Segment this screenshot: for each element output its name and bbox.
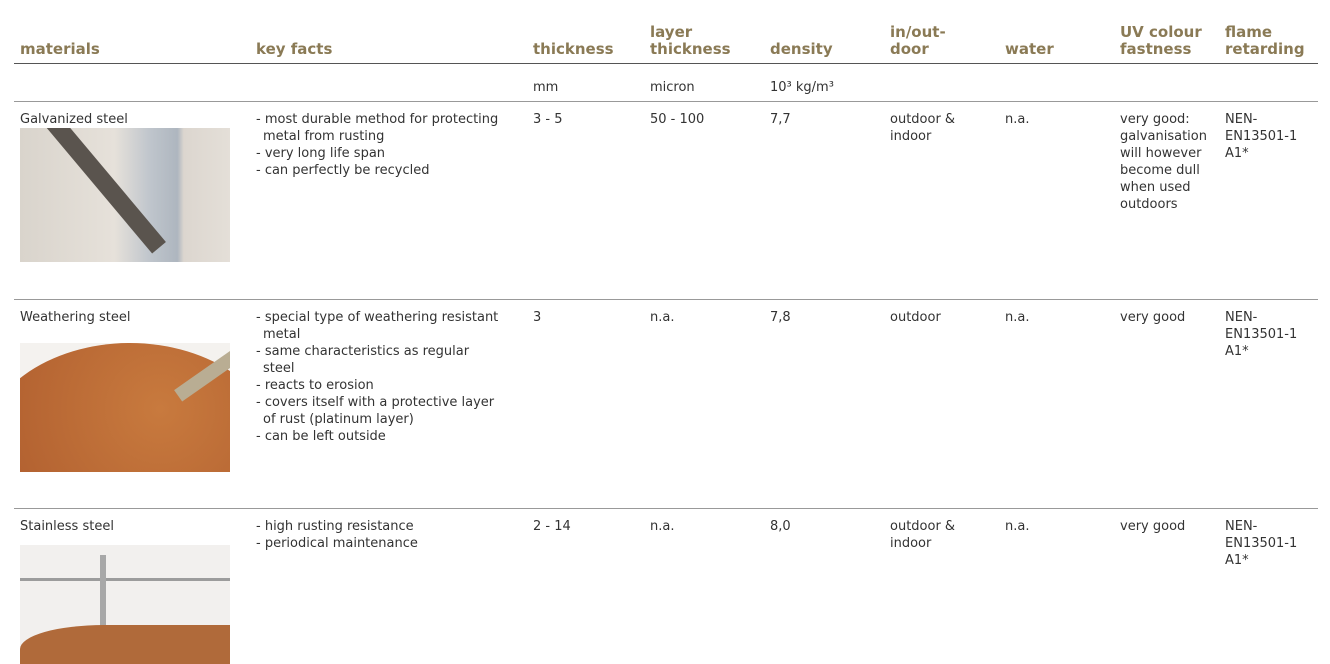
water: n.a. [1005,519,1030,534]
header-line: layer [650,23,693,41]
density: 7,7 [770,112,791,127]
layer-thickness: n.a. [650,519,675,534]
uv-colour-fastness: very good [1120,310,1186,325]
thickness: 3 - 5 [533,112,563,127]
photo-galvanized [20,128,230,262]
header-line: UV colour [1120,23,1202,41]
key-fact: - same characteristics as regular steel [256,344,470,376]
header-line: water [1005,40,1054,58]
flame-retarding: NEN-EN13501-1 A1* [1225,310,1298,359]
photo-stainless [20,545,230,664]
unit: mm [533,80,559,95]
water: n.a. [1005,310,1030,325]
key-fact: - covers itself with a protective layer … [256,395,495,427]
in-out-door: outdoor [890,310,941,325]
photo-detail [20,343,230,472]
header-line: materials [20,40,100,58]
density: 7,8 [770,310,791,325]
photo-detail [20,578,230,581]
header-line: fastness [1120,40,1192,58]
flame-retarding: NEN-EN13501-1 A1* [1225,112,1298,161]
key-fact: - reacts to erosion [256,378,374,393]
key-fact: - can be left outside [256,429,386,444]
key-facts: - special type of weathering resistant m… [256,309,504,445]
photo-detail [100,555,106,664]
column-header: UV colour fastness [1120,6,1236,58]
key-fact: - can perfectly be recycled [256,163,430,178]
photo-detail [30,128,166,254]
in-out-door: outdoor & indoor [890,112,956,144]
photo-weathering [20,343,230,472]
column-header: materials [20,6,260,58]
row-rule [14,508,1318,509]
key-facts: - high rusting resistance - periodical ma… [256,518,504,552]
photo-detail [20,625,230,664]
column-header: layer thickness [650,6,785,58]
column-header: in/out-door [890,6,1020,58]
uv-colour-fastness: very good: galvanisa­tion will however b… [1120,112,1207,212]
key-fact: - special type of weathering resistant m… [256,310,499,342]
header-line: key facts [256,40,333,58]
key-fact: - very long life span [256,146,386,161]
flame-retarding: NEN-EN13501-1 A1* [1225,519,1298,568]
in-out-door: outdoor & indoor [890,519,956,551]
unit: 10³ kg/m³ [770,80,834,95]
key-fact: - most durable method for protecting met… [256,112,499,144]
units-rule [14,101,1318,102]
header-line: thickness [533,40,614,58]
header-rule [14,63,1318,64]
layer-thickness: 50 - 100 [650,112,705,127]
column-header: flame retarding [1225,6,1319,58]
column-header: key facts [256,6,524,58]
column-header: density [770,6,905,58]
header-line: density [770,40,833,58]
key-fact: - periodical maintenance [256,536,418,551]
material: Stainless steel [20,519,114,534]
header-line: flame [1225,23,1273,41]
thickness: 3 [533,310,542,325]
header-line: retarding [1225,40,1305,58]
key-facts: - most durable method for protecting met… [256,111,504,179]
unit: micron [650,80,695,95]
material: Weathering steel [20,310,131,325]
uv-colour-fastness: very good [1120,519,1186,534]
header-line: in/out- [890,23,946,41]
row-rule [14,299,1318,300]
key-fact: - high rusting resistance [256,519,414,534]
column-header: water [1005,6,1135,58]
layer-thickness: n.a. [650,310,675,325]
header-line: door [890,40,929,58]
water: n.a. [1005,112,1030,127]
column-header: thickness [533,6,663,58]
material: Galvanized steel [20,112,128,127]
density: 8,0 [770,519,791,534]
header-line: thickness [650,40,731,58]
thickness: 2 - 14 [533,519,571,534]
